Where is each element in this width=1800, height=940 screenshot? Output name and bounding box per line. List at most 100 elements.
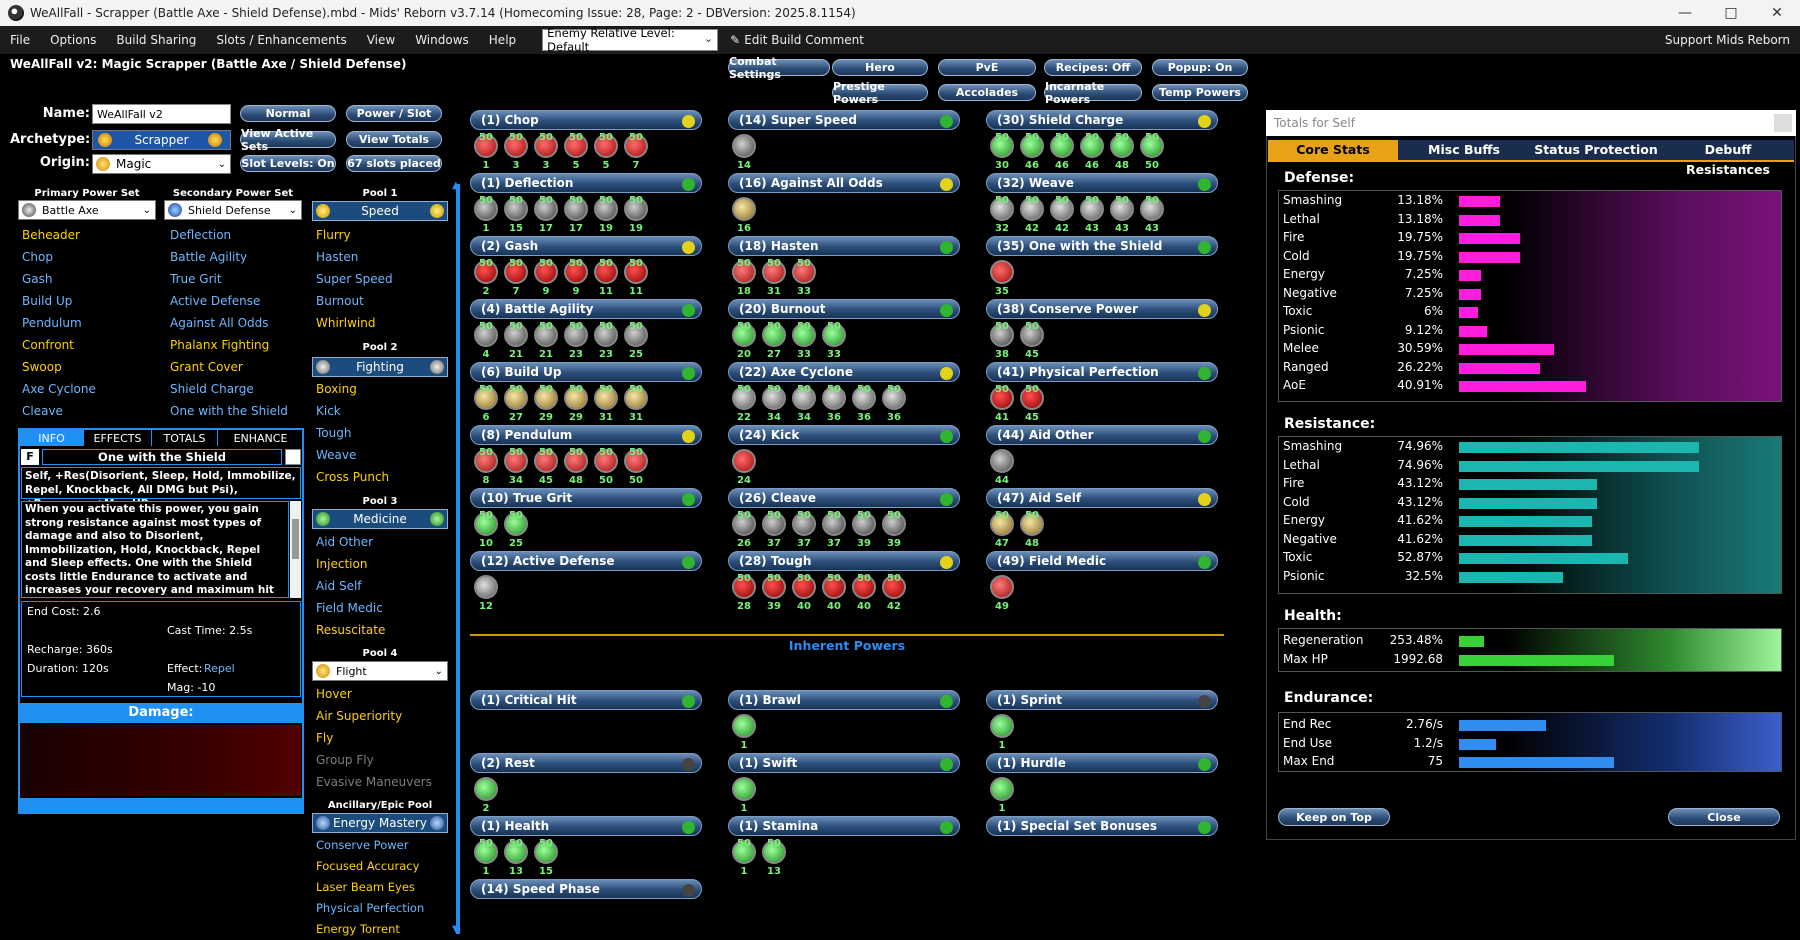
enhancement-icon[interactable] — [822, 512, 846, 536]
power-slot-bar[interactable]: (14) Speed Phase — [470, 879, 702, 899]
enhancement-icon[interactable] — [474, 197, 498, 221]
enhancement-icon[interactable] — [990, 197, 1014, 221]
pool-power[interactable]: Field Medic — [316, 601, 383, 615]
slots-placed-button[interactable]: 67 slots placed — [346, 155, 442, 172]
archetype-select[interactable]: Scrapper — [92, 130, 231, 150]
enhancement-icon[interactable] — [732, 777, 756, 801]
tab-totals[interactable]: TOTALS — [152, 430, 218, 446]
accolades-button[interactable]: Accolades — [938, 84, 1036, 101]
enhancement-icon[interactable] — [732, 840, 756, 864]
enhancement-icon[interactable] — [594, 449, 618, 473]
enhancement-icon[interactable] — [852, 512, 876, 536]
secondary-power[interactable]: Grant Cover — [170, 360, 243, 374]
enhancement-icon[interactable] — [990, 714, 1014, 738]
enhancement-icon[interactable] — [474, 512, 498, 536]
enhancement-icon[interactable] — [990, 575, 1014, 599]
enhancement-icon[interactable] — [504, 512, 528, 536]
power-toggle-icon[interactable] — [682, 178, 695, 191]
menu-help[interactable]: Help — [488, 33, 517, 47]
power-toggle-icon[interactable] — [940, 695, 953, 708]
origin-select[interactable]: Magic ⌄ — [92, 154, 231, 174]
close-icon[interactable]: ✕ — [1771, 5, 1783, 21]
power-slot-bar[interactable]: (41) Physical Perfection — [986, 362, 1218, 382]
popup-button[interactable]: Popup: On — [1152, 59, 1248, 76]
enhancement-icon[interactable] — [1140, 134, 1164, 158]
pool-power[interactable]: Super Speed — [316, 272, 393, 286]
power-slot-bar[interactable]: (30) Shield Charge — [986, 110, 1218, 130]
power-toggle-icon[interactable] — [1198, 367, 1211, 380]
enhancement-icon[interactable] — [990, 777, 1014, 801]
pool-power[interactable]: Whirlwind — [316, 316, 376, 330]
view-active-sets-button[interactable]: View Active Sets — [240, 127, 336, 153]
power-toggle-icon[interactable] — [1198, 758, 1211, 771]
enhancement-icon[interactable] — [624, 134, 648, 158]
flag-button[interactable]: F — [21, 449, 39, 465]
support-link[interactable]: Support Mids Reborn — [1664, 33, 1790, 47]
popout-icon[interactable] — [285, 449, 301, 465]
power-toggle-icon[interactable] — [682, 821, 695, 834]
enhancement-icon[interactable] — [732, 449, 756, 473]
scroll-down-icon[interactable]: ▼ — [452, 924, 460, 935]
enhancement-icon[interactable] — [990, 386, 1014, 410]
power-toggle-icon[interactable] — [682, 884, 695, 897]
power-toggle-icon[interactable] — [682, 304, 695, 317]
incarnate-powers-button[interactable]: Incarnate Powers — [1044, 80, 1142, 106]
enhancement-icon[interactable] — [822, 323, 846, 347]
power-slot-bar[interactable]: (47) Aid Self — [986, 488, 1218, 508]
tab-effects[interactable]: EFFECTS — [84, 430, 152, 446]
enhancement-icon[interactable] — [504, 386, 528, 410]
enhancement-icon[interactable] — [732, 575, 756, 599]
secondary-power[interactable]: Active Defense — [170, 294, 261, 308]
enhancement-icon[interactable] — [504, 260, 528, 284]
enhancement-icon[interactable] — [882, 575, 906, 599]
power-toggle-icon[interactable] — [940, 556, 953, 569]
power-toggle-icon[interactable] — [682, 241, 695, 254]
power-toggle-icon[interactable] — [940, 115, 953, 128]
secondary-power[interactable]: Deflection — [170, 228, 232, 242]
enhancement-icon[interactable] — [762, 840, 786, 864]
enhancement-icon[interactable] — [594, 260, 618, 284]
power-slot-bar[interactable]: (1) Brawl — [728, 690, 960, 710]
enhancement-icon[interactable] — [534, 197, 558, 221]
enhancement-icon[interactable] — [732, 714, 756, 738]
slot-levels-button[interactable]: Slot Levels: On — [240, 155, 336, 172]
power-toggle-icon[interactable] — [1198, 821, 1211, 834]
enhancement-icon[interactable] — [1140, 197, 1164, 221]
primary-power[interactable]: Build Up — [22, 294, 73, 308]
power-slot-bar[interactable]: (12) Active Defense — [470, 551, 702, 571]
power-slot-bar[interactable]: (22) Axe Cyclone — [728, 362, 960, 382]
power-toggle-icon[interactable] — [1198, 304, 1211, 317]
close-button[interactable]: Close — [1668, 808, 1780, 826]
enemy-level-select[interactable]: Enemy Relative Level: Default ⌄ — [542, 26, 719, 54]
enhancement-icon[interactable] — [1050, 197, 1074, 221]
power-slot-bar[interactable]: (1) Deflection — [470, 173, 702, 193]
power-toggle-icon[interactable] — [682, 695, 695, 708]
secondary-power[interactable]: Battle Agility — [170, 250, 248, 264]
pool-power[interactable]: Physical Perfection — [316, 901, 425, 915]
power-toggle-icon[interactable] — [682, 758, 695, 771]
epic-pool-select[interactable]: Energy Mastery — [312, 813, 448, 833]
pool-power[interactable]: Focused Accuracy — [316, 859, 420, 873]
power-toggle-icon[interactable] — [940, 758, 953, 771]
power-toggle-icon[interactable] — [940, 304, 953, 317]
enhancement-icon[interactable] — [474, 575, 498, 599]
enhancement-icon[interactable] — [624, 449, 648, 473]
enhancement-icon[interactable] — [474, 134, 498, 158]
power-slot-bar[interactable]: (8) Pendulum — [470, 425, 702, 445]
enhancement-icon[interactable] — [762, 575, 786, 599]
enhancement-icon[interactable] — [474, 386, 498, 410]
secondary-power[interactable]: Shield Charge — [170, 382, 254, 396]
tab-debuff-resistances[interactable]: Debuff Resistances — [1686, 142, 1770, 177]
power-slot-bar[interactable]: (18) Hasten — [728, 236, 960, 256]
enhancement-icon[interactable] — [990, 323, 1014, 347]
pool-power[interactable]: Aid Other — [316, 535, 374, 549]
power-slot-bar[interactable]: (26) Cleave — [728, 488, 960, 508]
enhancement-icon[interactable] — [762, 323, 786, 347]
enhancement-icon[interactable] — [852, 575, 876, 599]
enhancement-icon[interactable] — [990, 260, 1014, 284]
enhancement-icon[interactable] — [504, 197, 528, 221]
pool-power[interactable]: Flurry — [316, 228, 351, 242]
pool-power[interactable]: Air Superiority — [316, 709, 403, 723]
power-toggle-icon[interactable] — [1198, 241, 1211, 254]
enhancement-icon[interactable] — [624, 323, 648, 347]
